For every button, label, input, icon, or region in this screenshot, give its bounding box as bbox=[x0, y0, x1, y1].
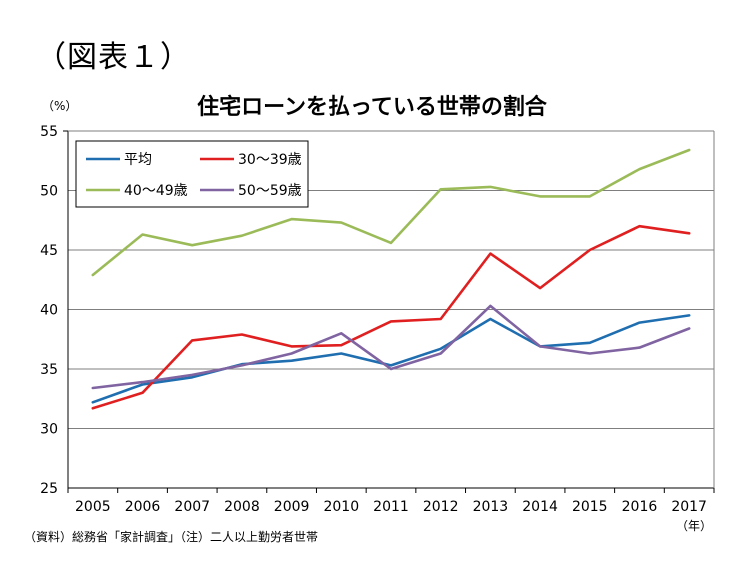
x-tick-label: 2014 bbox=[522, 499, 558, 515]
x-tick-label: 2010 bbox=[323, 499, 359, 515]
x-tick-label: 2008 bbox=[224, 499, 260, 515]
chart-title: 住宅ローンを払っている世帯の割合 bbox=[197, 94, 548, 120]
figure-label: （図表１） bbox=[36, 40, 191, 75]
y-tick-label: 25 bbox=[40, 481, 58, 497]
y-tick-label: 50 bbox=[40, 184, 58, 200]
y-tick-label: 45 bbox=[40, 243, 58, 259]
x-tick-label: 2013 bbox=[473, 499, 509, 515]
x-tick-label: 2016 bbox=[622, 499, 658, 515]
legend-box bbox=[75, 140, 309, 208]
legend: 平均 30～39歳 40～49歳 50～59歳 bbox=[75, 140, 309, 208]
y-axis-unit-label: （%） bbox=[42, 99, 77, 113]
x-tick-label: 2009 bbox=[274, 499, 310, 515]
y-tick-label: 40 bbox=[40, 303, 58, 319]
x-tick-labels: 2005 2006 2007 2008 2009 2010 2011 2012 2013 2014… bbox=[75, 499, 707, 515]
series-lines bbox=[91, 148, 691, 410]
legend-label-avg: 平均 bbox=[124, 152, 152, 168]
axes bbox=[63, 130, 715, 493]
y-tick-label: 30 bbox=[40, 422, 58, 438]
series-line-age50 bbox=[91, 304, 691, 390]
source-note: （資料）総務省「家計調査」（注）二人以上勤労者世帯 bbox=[24, 529, 318, 544]
y-tick-label: 55 bbox=[40, 124, 58, 140]
y-tick-labels: 25 30 35 40 45 50 55 bbox=[40, 124, 58, 497]
x-tick-label: 2011 bbox=[373, 499, 409, 515]
x-tick-label: 2017 bbox=[671, 499, 707, 515]
legend-label-age40: 40～49歳 bbox=[124, 183, 188, 199]
legend-label-age30: 30～39歳 bbox=[238, 152, 302, 168]
legend-label-age50: 50～59歳 bbox=[238, 183, 302, 199]
x-tick-label: 2012 bbox=[423, 499, 459, 515]
series-line-age30 bbox=[91, 224, 691, 410]
x-axis-unit-label: （年） bbox=[676, 519, 712, 533]
series-line-avg bbox=[91, 314, 691, 404]
x-tick-label: 2015 bbox=[572, 499, 608, 515]
x-tick-label: 2007 bbox=[174, 499, 210, 515]
x-tick-label: 2005 bbox=[75, 499, 111, 515]
series-line-age40 bbox=[91, 148, 691, 277]
y-tick-label: 35 bbox=[40, 362, 58, 378]
x-tick-label: 2006 bbox=[125, 499, 161, 515]
